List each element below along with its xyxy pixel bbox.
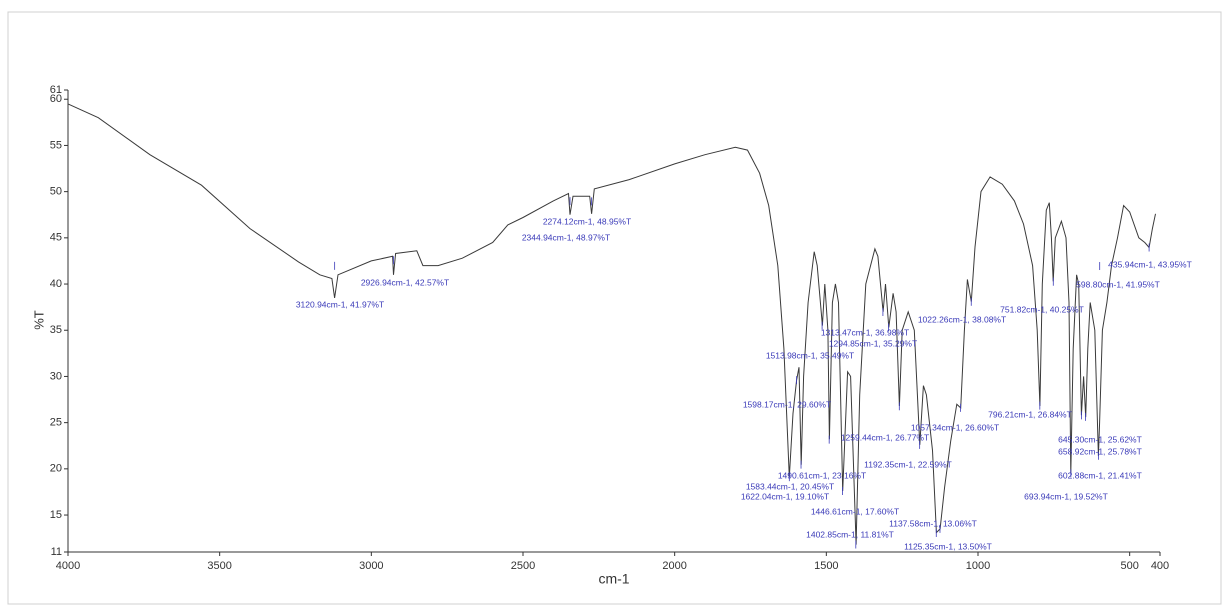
x-tick-label: 3000 — [359, 560, 383, 572]
y-tick-label: 50 — [50, 186, 62, 198]
peak-label: 1446.61cm-1, 17.60%T — [811, 506, 899, 516]
y-tick-label: 55 — [50, 139, 62, 151]
peak-label: 435.94cm-1, 43.95%T — [1108, 259, 1192, 269]
peak-label: 1402.85cm-1, 11.81%T — [806, 529, 894, 539]
y-tick-label: 40 — [50, 278, 62, 290]
peak-label: 1598.17cm-1, 29.60%T — [743, 399, 831, 409]
peak-label: 693.94cm-1, 19.52%T — [1024, 491, 1108, 501]
x-tick-label: 3500 — [207, 560, 231, 572]
peak-label: 2344.94cm-1, 48.97%T — [522, 232, 610, 242]
x-tick-label: 1000 — [966, 560, 990, 572]
x-tick-label: 4000 — [56, 560, 80, 572]
y-tick-label: 60 — [50, 93, 62, 105]
peak-label: 2274.12cm-1, 48.95%T — [543, 216, 631, 226]
y-axis-label: %T — [31, 310, 46, 330]
y-tick-label: 35 — [50, 324, 62, 336]
y-tick-label: 15 — [50, 509, 62, 521]
x-tick-label: 500 — [1120, 560, 1138, 572]
peak-label: 658.92cm-1, 25.78%T — [1058, 446, 1142, 456]
peak-label: 598.80cm-1, 41.95%T — [1076, 279, 1160, 289]
peak-label: 2926.94cm-1, 42.57%T — [361, 277, 449, 287]
peak-label: 751.82cm-1, 40.25%T — [1000, 304, 1084, 314]
y-tick-label: 61 — [50, 84, 62, 96]
x-axis-label: cm-1 — [598, 571, 629, 587]
x-tick-label: 400 — [1151, 560, 1169, 572]
peak-label: 1057.34cm-1, 26.60%T — [911, 422, 999, 432]
x-tick-label: 2500 — [511, 560, 535, 572]
y-tick-label: 11 — [51, 546, 62, 558]
peak-label: 1513.98cm-1, 35.49%T — [766, 350, 854, 360]
frame — [7, 11, 1222, 605]
peak-label: 796.21cm-1, 26.84%T — [988, 409, 1072, 419]
peak-label: 1583.44cm-1, 20.45%T — [746, 481, 834, 491]
y-tick-label: 45 — [50, 232, 62, 244]
peak-label: 602.88cm-1, 21.41%T — [1058, 470, 1142, 480]
x-tick-label: 1500 — [814, 560, 838, 572]
x-tick-label: 2000 — [662, 560, 686, 572]
peak-label: 1192.35cm-1, 22.59%T — [864, 459, 952, 469]
y-tick-label: 30 — [50, 370, 62, 382]
peak-label: 1259.44cm-1, 26.77%T — [841, 432, 929, 442]
peak-label: 645.30cm-1, 25.62%T — [1058, 434, 1142, 444]
peak-label: 1622.04cm-1, 19.10%T — [741, 491, 829, 501]
peak-label: 1490.61cm-1, 23.16%T — [778, 470, 866, 480]
peak-label: 1022.26cm-1, 38.08%T — [918, 314, 1006, 324]
peak-label: 1137.58cm-1, 13.06%T — [889, 518, 977, 528]
peak-label: 1294.85cm-1, 35.29%T — [829, 338, 917, 348]
y-tick-label: 20 — [50, 463, 62, 475]
peak-label: 1125.35cm-1, 13.50%T — [904, 541, 992, 551]
spectrum-line — [67, 103, 1156, 545]
y-tick-label: 25 — [50, 417, 62, 429]
peak-label: 3120.94cm-1, 41.97%T — [296, 299, 384, 309]
peak-label: 1313.47cm-1, 36.98%T — [821, 327, 909, 337]
